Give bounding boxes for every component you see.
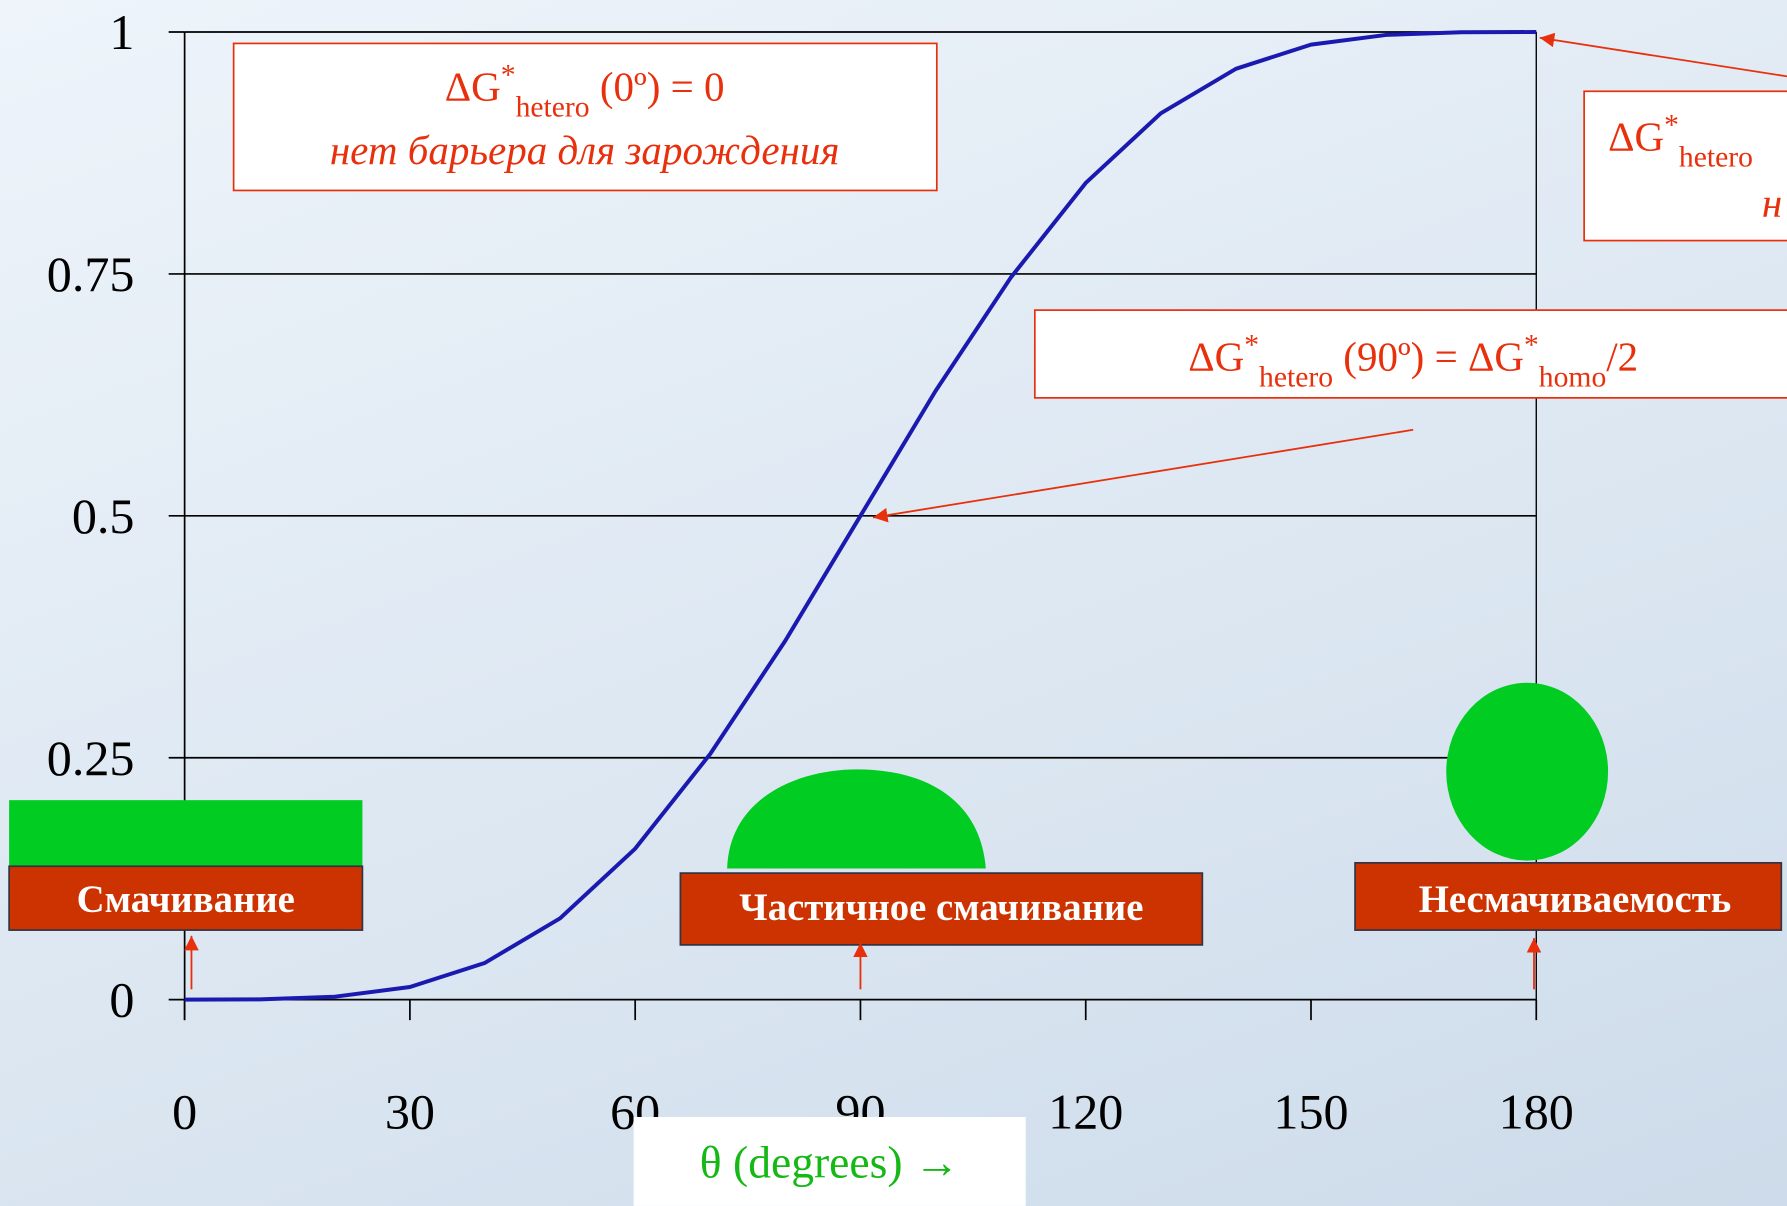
annotation-text: (0º) = 0 (590, 63, 725, 109)
annotation: н (1762, 180, 1782, 226)
y-tick-label: 0.5 (72, 488, 135, 544)
label: Смачивание (77, 878, 295, 921)
annotation-text: ΔG (445, 63, 501, 109)
x-tick-label: 0 (172, 1083, 197, 1139)
page: 00.250.50.7510306090120150180 Смачивание… (0, 0, 1787, 1206)
annotation-text: /2 (1606, 334, 1638, 380)
annotation-arrow (873, 430, 1413, 518)
annotation-text: * (1244, 330, 1259, 362)
annotation-text: hetero (1259, 361, 1333, 393)
x-tick-label: 30 (385, 1083, 435, 1139)
x-axis-label: θ (degrees) → (700, 1136, 960, 1187)
annotation-arrow (1540, 38, 1787, 78)
x-tick-label: 150 (1273, 1083, 1348, 1139)
annotation-text: * (501, 59, 516, 91)
y-tick-label: 0.75 (47, 246, 135, 302)
dome-shape (727, 769, 986, 868)
annotation-text: ΔG (1608, 114, 1664, 160)
annotation-text: hetero (516, 91, 590, 123)
annotation-text: ΔG (1188, 334, 1244, 380)
annotation-text: * (1524, 330, 1539, 362)
label: Несмачиваемость (1419, 878, 1732, 921)
drop-shape (1446, 683, 1608, 861)
y-tick-label: 0.25 (47, 730, 135, 786)
x-tick-label: 120 (1048, 1083, 1123, 1139)
annotation-text: homo (1539, 361, 1606, 393)
x-tick-label: 180 (1499, 1083, 1574, 1139)
annotation-text: * (1664, 110, 1679, 142)
label: Частичное смачивание (739, 886, 1143, 929)
y-tick-label: 1 (109, 4, 134, 60)
chart: 00.250.50.7510306090120150180 Смачивание… (0, 0, 1787, 1206)
annotation-text: (90º) = ΔG (1333, 334, 1524, 380)
annotation-text: hetero (1679, 142, 1753, 174)
film-shape (9, 800, 362, 866)
annotation: нет барьера для зарождения (330, 127, 840, 173)
y-tick-label: 0 (109, 972, 134, 1028)
